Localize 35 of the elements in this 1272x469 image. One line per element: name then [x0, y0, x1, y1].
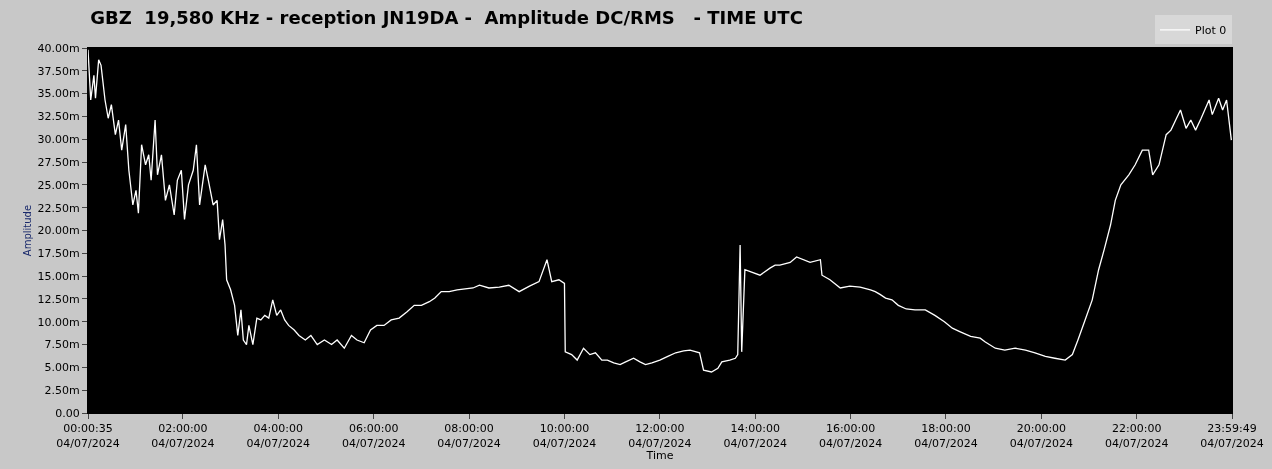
- x-tick-label: 18:00:00 04/07/2024: [914, 422, 978, 450]
- y-axis-title: Amplitude: [21, 204, 33, 257]
- y-tick-label: 7.50m: [44, 338, 80, 352]
- x-tick-label: 12:00:00 04/07/2024: [628, 422, 692, 450]
- y-tick-label: 5.00m: [44, 361, 80, 375]
- x-tick-label: 20:00:00 04/07/2024: [1009, 422, 1074, 450]
- y-tick-label: 20.00m: [37, 224, 80, 238]
- line-series: [88, 49, 1232, 373]
- chart-title: GBZ 19,580 KHz - reception JN19DA - Amplitude DC/RMS - TIME UTC: [90, 7, 803, 29]
- x-tick-label: 04:00:00 04/07/2024: [246, 422, 310, 450]
- y-tick-label: 17.50m: [37, 247, 80, 261]
- x-tick-label: 23:59:49 04/07/2024: [1200, 422, 1264, 450]
- x-tick-label: 14:00:00 04/07/2024: [723, 422, 787, 450]
- x-tick-label: 08:00:00 04/07/2024: [437, 422, 501, 450]
- y-tick-label: 0.00: [55, 406, 80, 420]
- y-tick-label: 37.50m: [37, 64, 80, 78]
- y-tick-label: 10.00m: [37, 315, 80, 329]
- x-tick-label: 22:00:00 04/07/2024: [1105, 422, 1169, 450]
- x-axis-title: Time: [645, 449, 674, 463]
- x-tick-label: 02:00:00 04/07/2024: [151, 422, 215, 450]
- x-tick-label: 06:00:00 04/07/2024: [341, 422, 406, 450]
- y-tick-label: 40.00m: [37, 41, 80, 55]
- y-tick-label: 2.50m: [44, 384, 80, 398]
- y-tick-label: 35.00m: [37, 87, 80, 101]
- x-tick-label: 00:00:35 04/07/2024: [56, 422, 120, 450]
- legend-label: Plot 0: [1195, 24, 1227, 38]
- y-tick-label: 12.50m: [37, 292, 80, 306]
- y-tick-label: 27.50m: [37, 155, 80, 169]
- y-tick-label: 15.00m: [37, 269, 80, 283]
- y-tick-label: 25.00m: [37, 178, 80, 192]
- x-tick-label: 16:00:00 04/07/2024: [818, 422, 883, 450]
- y-tick-label: 32.50m: [37, 110, 80, 124]
- y-tick-label: 22.50m: [37, 201, 80, 215]
- x-tick-label: 10:00:00 04/07/2024: [532, 422, 597, 450]
- y-tick-label: 30.00m: [37, 133, 80, 147]
